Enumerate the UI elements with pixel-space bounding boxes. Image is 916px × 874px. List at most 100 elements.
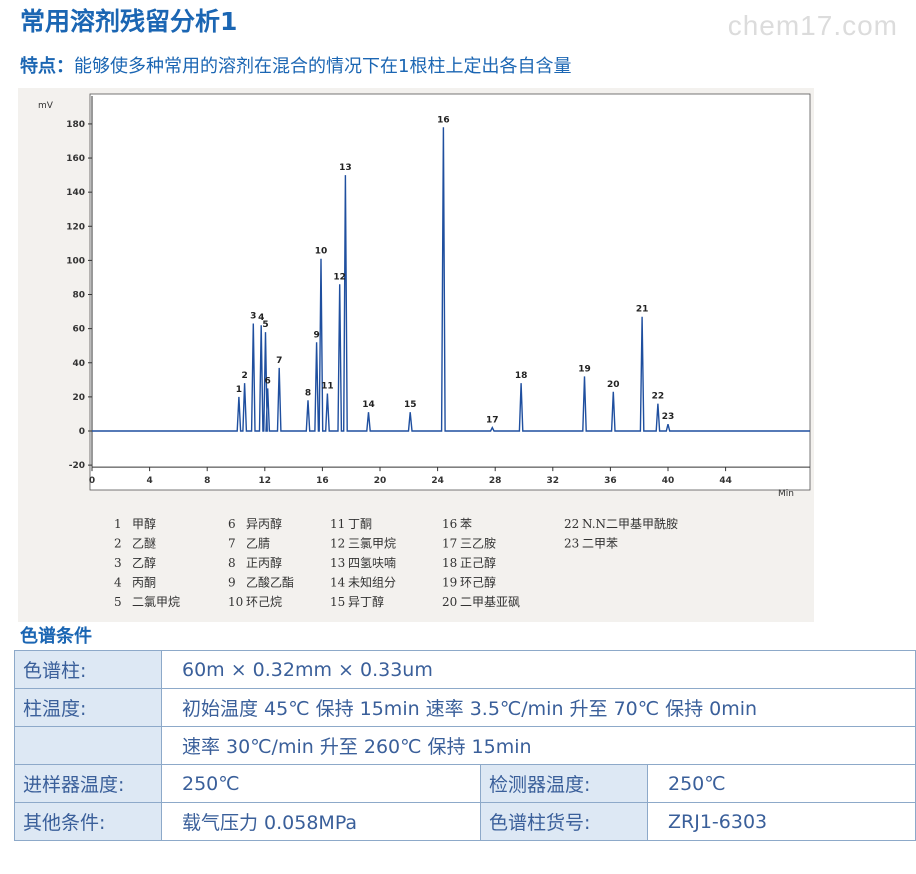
peak-label: 4 bbox=[258, 313, 264, 323]
peak-label: 17 bbox=[486, 416, 499, 426]
legend-number: 6 bbox=[228, 517, 236, 531]
chromatogram-panel: mV Min -20 0 20 40 60 80 100 120 140 160 180 0 4 8 12 16 2… bbox=[18, 88, 814, 622]
y-tick-label: -20 bbox=[69, 461, 85, 471]
peak-label: 19 bbox=[578, 364, 591, 374]
x-tick-label: 24 bbox=[431, 476, 444, 486]
y-tick-label: 80 bbox=[72, 291, 85, 301]
legend-name: 四氢呋喃 bbox=[348, 555, 396, 570]
x-tick-label: 40 bbox=[662, 476, 675, 486]
legend-name: 二甲苯 bbox=[582, 537, 618, 551]
legend-number: 4 bbox=[114, 576, 122, 590]
page-title: 常用溶剂残留分析1 bbox=[20, 7, 238, 36]
column-label: 色谱柱: bbox=[14, 650, 162, 689]
legend-number: 9 bbox=[228, 576, 236, 590]
x-axis-label: Min bbox=[778, 489, 794, 499]
y-tick-label: 160 bbox=[66, 154, 85, 164]
legend-number: 22 bbox=[564, 517, 579, 531]
other-label: 其他条件: bbox=[14, 802, 162, 841]
peak-label: 9 bbox=[314, 330, 320, 340]
legend-name: 丁酮 bbox=[348, 517, 372, 531]
y-tick-label: 20 bbox=[72, 393, 85, 403]
legend-name: 环己醇 bbox=[460, 575, 496, 590]
conditions-table: 色谱柱: 60m × 0.32mm × 0.33um 柱温度: 初始温度 45℃… bbox=[14, 650, 916, 841]
injector-label: 进样器温度: bbox=[14, 764, 162, 803]
watermark: chem17.com bbox=[727, 10, 898, 41]
legend-name: 乙腈 bbox=[246, 537, 270, 551]
peak-label: 18 bbox=[515, 371, 528, 381]
peak-label: 1 bbox=[236, 385, 242, 395]
legend-name: 正己醇 bbox=[460, 555, 496, 570]
legend-number: 19 bbox=[442, 576, 457, 590]
legend-number: 13 bbox=[330, 556, 345, 570]
y-tick-label: 100 bbox=[66, 256, 85, 266]
legend-number: 5 bbox=[114, 595, 122, 609]
legend-number: 1 bbox=[114, 517, 122, 531]
peak-label: 7 bbox=[276, 356, 282, 366]
legend-name: 异丙醇 bbox=[246, 516, 282, 531]
x-tick-label: 36 bbox=[604, 476, 617, 486]
table-row: 其他条件: 载气压力 0.058MPa 色谱柱货号: ZRJ1-6303 bbox=[14, 802, 916, 841]
y-tick-label: 120 bbox=[66, 222, 85, 232]
table-row: 色谱柱: 60m × 0.32mm × 0.33um bbox=[14, 650, 916, 689]
legend-name: 甲醇 bbox=[132, 516, 156, 531]
legend-name: 环己烷 bbox=[246, 595, 282, 609]
table-row: 速率 30℃/min 升至 260℃ 保持 15min bbox=[14, 726, 916, 765]
peak-label: 23 bbox=[662, 412, 675, 422]
legend-number: 8 bbox=[228, 556, 236, 570]
peak-label: 12 bbox=[333, 272, 346, 282]
peak-label: 10 bbox=[315, 247, 328, 257]
section-title: 色谱条件 bbox=[20, 626, 92, 647]
legend-name: 二甲基亚砜 bbox=[460, 595, 520, 609]
legend-name: N.N二甲基甲酰胺 bbox=[582, 517, 678, 531]
detector-value: 250℃ bbox=[647, 764, 916, 803]
legend-name: 乙醇 bbox=[132, 555, 156, 570]
peak-label: 5 bbox=[262, 320, 268, 330]
legend-number: 17 bbox=[442, 537, 457, 551]
peak-label: 13 bbox=[339, 163, 352, 173]
feature-label: 特点： bbox=[20, 56, 74, 77]
legend-number: 14 bbox=[330, 576, 346, 590]
y-tick-label: 40 bbox=[72, 359, 85, 369]
x-tick-label: 28 bbox=[489, 476, 502, 486]
legend-name: 未知组分 bbox=[348, 576, 396, 590]
peak-label: 8 bbox=[305, 388, 311, 398]
legend-number: 23 bbox=[564, 537, 579, 551]
legend-name: 乙酸乙酯 bbox=[246, 575, 294, 590]
peak-label: 6 bbox=[265, 376, 271, 386]
peak-label: 2 bbox=[242, 371, 248, 381]
temp-value-1: 初始温度 45℃ 保持 15min 速率 3.5℃/min 升至 70℃ 保持 … bbox=[161, 688, 916, 727]
peak-label: 22 bbox=[652, 392, 665, 402]
peak-label: 21 bbox=[636, 305, 649, 315]
peak-label: 14 bbox=[362, 400, 375, 410]
chromatogram-trace bbox=[92, 127, 810, 432]
temp-label: 柱温度: bbox=[14, 688, 162, 727]
table-row: 柱温度: 初始温度 45℃ 保持 15min 速率 3.5℃/min 升至 70… bbox=[14, 688, 916, 727]
temp-value-2: 速率 30℃/min 升至 260℃ 保持 15min bbox=[161, 726, 916, 765]
legend-number: 2 bbox=[114, 537, 122, 551]
legend-name: 乙醚 bbox=[132, 537, 156, 551]
legend-name: 丙酮 bbox=[132, 576, 156, 590]
x-tick-label: 4 bbox=[146, 476, 152, 486]
detector-label: 检测器温度: bbox=[480, 764, 648, 803]
y-tick-label: 0 bbox=[79, 427, 85, 437]
x-tick-label: 0 bbox=[89, 476, 95, 486]
legend-number: 15 bbox=[330, 595, 345, 609]
x-tick-label: 12 bbox=[259, 476, 272, 486]
table-row: 进样器温度: 250℃ 检测器温度: 250℃ bbox=[14, 764, 916, 803]
legend-number: 11 bbox=[330, 517, 345, 531]
legend-number: 10 bbox=[228, 595, 243, 609]
legend-number: 16 bbox=[442, 517, 457, 531]
feature-text: 能够使多种常用的溶剂在混合的情况下在1根柱上定出各自含量 bbox=[74, 56, 572, 77]
legend-name: 二氯甲烷 bbox=[132, 595, 180, 609]
legend-name: 三氯甲烷 bbox=[348, 537, 396, 551]
injector-value: 250℃ bbox=[161, 764, 481, 803]
feature-line: 特点：能够使多种常用的溶剂在混合的情况下在1根柱上定出各自含量 bbox=[20, 52, 571, 78]
x-tick-label: 44 bbox=[719, 476, 732, 486]
legend-number: 7 bbox=[228, 537, 236, 551]
legend-number: 20 bbox=[442, 595, 457, 609]
y-tick-label: 140 bbox=[66, 188, 85, 198]
peak-label: 11 bbox=[321, 381, 334, 391]
legend-name: 苯 bbox=[460, 517, 472, 531]
x-tick-label: 8 bbox=[204, 476, 210, 486]
